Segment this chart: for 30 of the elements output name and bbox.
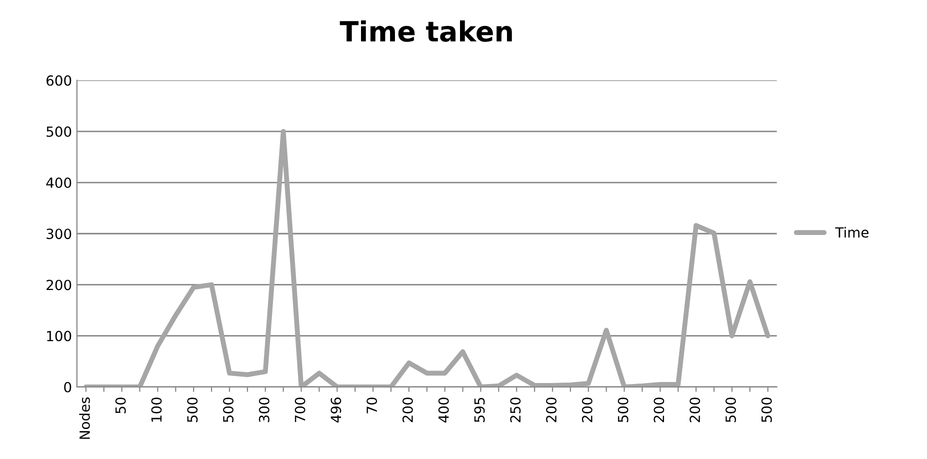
y-tick-label: 200 (46, 280, 72, 290)
x-tick-label: 500 (761, 398, 772, 422)
chart-title: Time taken (340, 20, 512, 42)
x-tick-label: 70 (366, 398, 378, 414)
x-tick-label: 200 (690, 398, 700, 422)
x-tick-label: 200 (546, 398, 557, 422)
y-tick-label: 500 (46, 126, 72, 137)
x-tick-label: 500 (725, 398, 736, 422)
x-tick-label: 500 (187, 398, 198, 422)
x-tick-label: 595 (474, 398, 485, 422)
x-tick-label: 500 (223, 398, 234, 422)
x-tick-label: 100 (151, 398, 162, 422)
y-tick-label: 300 (46, 228, 72, 240)
x-tick-label: 250 (510, 398, 521, 422)
line-series (83, 128, 770, 387)
y-tick-label: 100 (47, 330, 72, 342)
x-tick-label: Nodes (79, 397, 90, 439)
x-tick-label: 700 (294, 398, 306, 422)
x-tick-label: 200 (582, 398, 592, 422)
x-tick-label: 200 (654, 398, 664, 422)
x-tick-label: 500 (618, 398, 628, 422)
x-tick-label: 50 (115, 398, 126, 414)
y-tick-label: 600 (46, 75, 72, 86)
y-tick-label: 0 (64, 382, 72, 392)
y-tick-label: 400 (46, 178, 72, 188)
x-tick-label: 496 (330, 398, 342, 422)
x-tick-label: 400 (438, 398, 449, 422)
x-tick-label: 300 (258, 398, 270, 422)
legend-label: Time (835, 226, 868, 238)
x-tick-label: 200 (402, 398, 413, 422)
